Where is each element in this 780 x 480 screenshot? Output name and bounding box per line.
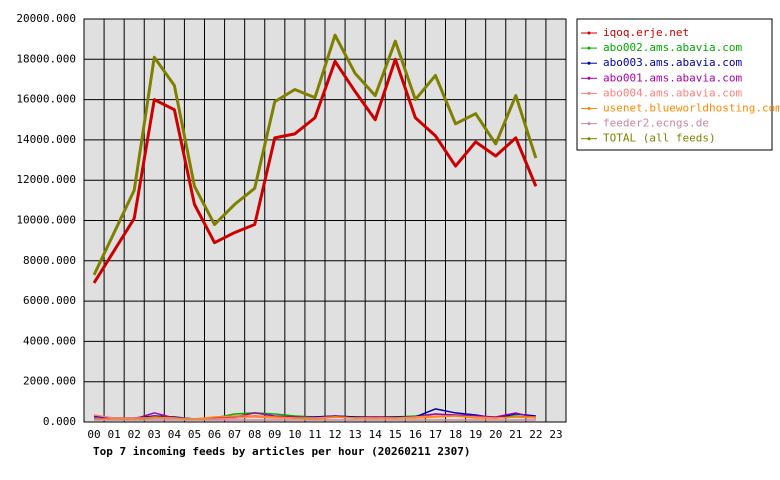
y-tick-label: 12000.000: [16, 173, 76, 186]
x-tick-label: 07: [228, 428, 241, 441]
x-tick-label: 08: [248, 428, 261, 441]
y-tick-label: 4000.000: [23, 334, 76, 347]
x-tick-label: 03: [148, 428, 161, 441]
x-tick-label: 14: [369, 428, 383, 441]
legend-label: iqoq.erje.net: [603, 26, 689, 39]
x-tick-label: 17: [429, 428, 442, 441]
x-tick-label: 02: [128, 428, 141, 441]
legend-marker: [587, 76, 591, 80]
x-tick-label: 19: [469, 428, 482, 441]
x-tick-label: 22: [529, 428, 542, 441]
legend-marker: [587, 46, 591, 50]
y-tick-label: 0.000: [43, 415, 76, 428]
legend-label: abo001.ams.abavia.com: [603, 71, 742, 84]
legend-marker: [587, 61, 591, 65]
x-tick-label: 11: [308, 428, 321, 441]
legend-marker: [587, 31, 591, 35]
legend-label: TOTAL (all feeds): [603, 132, 716, 145]
legend-marker: [587, 91, 591, 95]
legend-label: abo002.ams.abavia.com: [603, 41, 742, 54]
legend-label: abo004.ams.abavia.com: [603, 86, 742, 99]
x-tick-label: 21: [509, 428, 522, 441]
x-tick-label: 16: [409, 428, 422, 441]
y-tick-label: 2000.000: [23, 375, 76, 388]
legend-marker: [587, 107, 591, 110]
x-tick-label: 23: [549, 428, 562, 441]
x-tick-label: 00: [87, 428, 100, 441]
chart-title: Top 7 incoming feeds by articles per hou…: [93, 445, 471, 458]
x-tick-label: 13: [349, 428, 362, 441]
series-line: [92, 57, 538, 284]
legend-label: abo003.ams.abavia.com: [603, 56, 742, 69]
legend-label: usenet.blueworldhosting.com: [603, 102, 780, 115]
x-tick-label: 10: [288, 428, 301, 441]
legend-label: feeder2.ecngs.de: [603, 117, 709, 130]
series-line: [92, 33, 538, 276]
x-tick-label: 20: [489, 428, 502, 441]
x-tick-label: 18: [449, 428, 462, 441]
x-tick-label: 12: [328, 428, 341, 441]
y-tick-label: 16000.000: [16, 93, 76, 106]
legend-marker: [587, 137, 591, 141]
legend-box: [576, 18, 773, 151]
y-tick-label: 14000.000: [16, 133, 76, 146]
y-tick-label: 6000.000: [23, 294, 76, 307]
x-tick-label: 05: [188, 428, 201, 441]
x-tick-label: 01: [108, 428, 121, 441]
series-line: [94, 415, 536, 420]
legend-marker: [587, 122, 591, 126]
y-tick-label: 18000.000: [16, 52, 76, 65]
x-tick-label: 09: [268, 428, 281, 441]
y-tick-label: 8000.000: [23, 254, 76, 267]
x-tick-label: 04: [168, 428, 182, 441]
y-tick-label: 10000.000: [16, 214, 76, 227]
x-tick-label: 15: [389, 428, 402, 441]
x-tick-label: 06: [208, 428, 221, 441]
plot-border: [83, 18, 567, 423]
y-tick-label: 20000.000: [16, 12, 76, 25]
